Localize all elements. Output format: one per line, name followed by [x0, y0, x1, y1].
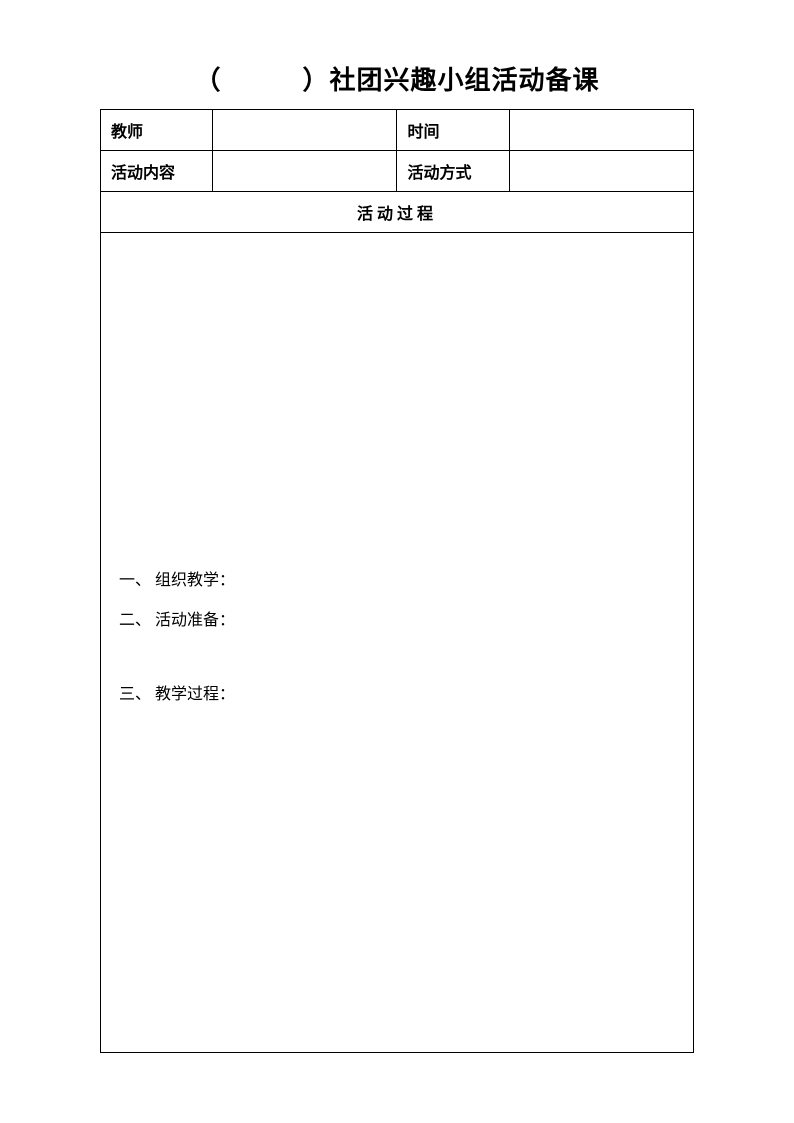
- activity-content-value: [213, 151, 397, 192]
- table-row-section-header: 活动过程: [101, 192, 694, 233]
- time-value: [509, 110, 693, 151]
- teacher-value: [213, 110, 397, 151]
- activity-method-value: [509, 151, 693, 192]
- table-row-teacher-time: 教师 时间: [101, 110, 694, 151]
- activity-method-label: 活动方式: [397, 151, 509, 192]
- table-row-content-area: 一、 组织教学： 二、 活动准备： 三、 教学过程：: [101, 233, 694, 1053]
- activity-content-label: 活动内容: [101, 151, 213, 192]
- table-row-content-method: 活动内容 活动方式: [101, 151, 694, 192]
- content-item-preparation: 二、 活动准备：: [111, 606, 683, 630]
- content-item-teaching-process: 三、 教学过程：: [111, 680, 683, 704]
- activity-process-content: 一、 组织教学： 二、 活动准备： 三、 教学过程：: [101, 233, 694, 1053]
- time-label: 时间: [397, 110, 509, 151]
- content-item-organize: 一、 组织教学：: [111, 566, 683, 590]
- activity-process-header: 活动过程: [101, 192, 694, 233]
- page-title: （ ）社团兴趣小组活动备课: [100, 60, 694, 97]
- teacher-label: 教师: [101, 110, 213, 151]
- page-container: （ ）社团兴趣小组活动备课 教师 时间 活动内容 活动方式 活动过程 一、 组织…: [0, 0, 794, 1113]
- lesson-plan-table: 教师 时间 活动内容 活动方式 活动过程 一、 组织教学： 二、 活动准备： 三…: [100, 109, 694, 1053]
